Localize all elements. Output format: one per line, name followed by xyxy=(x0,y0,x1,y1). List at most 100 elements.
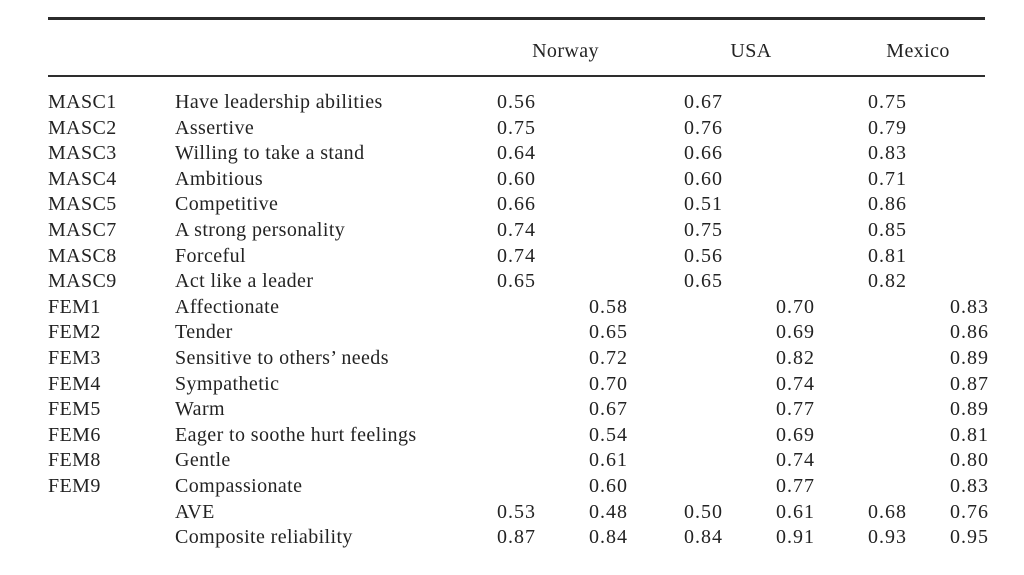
row-code: MASC2 xyxy=(48,116,117,139)
row-value: 0.67 xyxy=(589,398,628,421)
row-value xyxy=(582,244,677,270)
row-code: MASC9 xyxy=(48,270,117,293)
row-code xyxy=(48,525,175,551)
factor-loadings-table: Norway USA Mexico MASC1 Have leadership a… xyxy=(48,17,990,551)
row-value xyxy=(490,372,582,398)
row-code: FEM3 xyxy=(48,346,101,369)
row-value: 0.60 xyxy=(497,167,536,190)
row-value: 0.74 xyxy=(497,244,536,267)
row-value: 0.65 xyxy=(589,321,628,344)
row-value xyxy=(861,448,943,474)
row-item: Affectionate xyxy=(175,295,280,318)
row-value xyxy=(943,116,985,142)
row-item: Composite reliability xyxy=(175,526,353,549)
row-value: 0.70 xyxy=(776,295,816,318)
row-value xyxy=(769,218,861,244)
row-value: 0.64 xyxy=(497,142,536,165)
row-value xyxy=(490,423,582,449)
row-code: FEM9 xyxy=(48,474,101,497)
row-code: FEM5 xyxy=(48,398,101,421)
row-item: Have leadership abilities xyxy=(175,91,383,113)
row-value: 0.65 xyxy=(497,270,536,293)
row-value: 0.91 xyxy=(776,526,816,549)
row-value: 0.54 xyxy=(589,423,628,446)
row-value xyxy=(582,76,677,116)
row-code: MASC7 xyxy=(48,218,117,241)
row-value xyxy=(490,397,582,423)
row-value xyxy=(490,448,582,474)
row-code: MASC4 xyxy=(48,167,117,190)
row-value xyxy=(943,167,985,193)
table-row: Composite reliability 0.87 0.84 0.84 0.91 0.9… xyxy=(48,525,990,551)
row-value xyxy=(490,474,582,500)
row-value: 0.89 xyxy=(950,398,990,421)
row-code: MASC5 xyxy=(48,193,117,216)
column-group-norway: Norway xyxy=(490,18,678,77)
row-value: 0.69 xyxy=(776,321,816,344)
table-row: MASC2 Assertive 0.75 0.76 0.79 xyxy=(48,116,985,142)
row-value: 0.68 xyxy=(868,500,908,523)
row-item: AVE xyxy=(175,500,215,523)
row-value: 0.95 xyxy=(950,526,990,549)
row-code: MASC3 xyxy=(48,142,117,165)
row-value: 0.75 xyxy=(684,218,724,241)
row-item: Warm xyxy=(175,398,225,421)
row-value: 0.77 xyxy=(776,474,816,497)
row-value: 0.82 xyxy=(776,346,816,369)
row-value: 0.61 xyxy=(589,449,628,472)
row-value xyxy=(769,244,861,270)
row-code: MASC8 xyxy=(48,244,117,267)
row-value xyxy=(861,295,943,321)
row-value xyxy=(677,448,769,474)
row-item: Compassionate xyxy=(175,474,303,497)
row-value xyxy=(582,141,677,167)
row-code: FEM2 xyxy=(48,321,101,344)
row-value xyxy=(861,423,943,449)
row-value: 0.85 xyxy=(868,218,908,241)
table-row: FEM3 Sensitive to others’ needs 0.72 0.82 0.… xyxy=(48,346,988,372)
header-spacer-code xyxy=(48,18,175,77)
row-value: 0.75 xyxy=(497,116,536,139)
row-code: FEM6 xyxy=(48,423,101,446)
row-value xyxy=(677,372,769,398)
table-row: MASC8 Forceful 0.74 0.56 0.81 xyxy=(48,244,985,270)
table-row: FEM9 Compassionate 0.60 0.77 0.83 xyxy=(48,474,990,500)
row-value: 0.84 xyxy=(589,526,628,549)
row-value: 0.60 xyxy=(684,167,724,190)
row-value xyxy=(943,192,985,218)
row-value: 0.60 xyxy=(589,474,628,497)
row-code: FEM1 xyxy=(48,295,101,318)
row-value xyxy=(677,320,769,346)
row-value: 0.65 xyxy=(684,270,724,293)
row-value xyxy=(677,474,769,500)
row-value xyxy=(943,76,985,116)
row-item: Willing to take a stand xyxy=(175,142,365,165)
row-value: 0.53 xyxy=(497,500,536,523)
row-value: 0.76 xyxy=(684,116,724,139)
row-value xyxy=(861,372,943,398)
row-value: 0.93 xyxy=(868,526,908,549)
row-value: 0.56 xyxy=(497,91,536,113)
row-value: 0.83 xyxy=(950,474,990,497)
row-value: 0.72 xyxy=(589,346,628,369)
row-value: 0.48 xyxy=(589,500,628,523)
header-row: Norway USA Mexico xyxy=(48,18,986,77)
row-value: 0.79 xyxy=(868,116,908,139)
row-value xyxy=(769,76,861,116)
table-row: MASC7 A strong personality 0.74 0.75 0.85 xyxy=(48,218,985,244)
table-row: FEM6 Eager to soothe hurt feelings 0.54 0.6… xyxy=(48,423,990,449)
row-item: Eager to soothe hurt feelings xyxy=(175,423,417,446)
table-row: MASC1 Have leadership abilities 0.56 0.67 0.… xyxy=(48,76,985,116)
row-value: 0.77 xyxy=(776,398,816,421)
table-row: FEM4 Sympathetic 0.70 0.74 0.87 xyxy=(48,372,988,398)
row-value: 0.66 xyxy=(684,142,724,165)
row-item: Assertive xyxy=(175,116,255,139)
row-item: Sensitive to others’ needs xyxy=(175,346,389,369)
row-value xyxy=(943,244,985,270)
row-item: Gentle xyxy=(175,449,231,472)
row-value xyxy=(861,474,943,500)
row-value: 0.81 xyxy=(950,423,990,446)
table-row: AVE 0.53 0.48 0.50 0.61 0.68 0.76 xyxy=(48,500,988,526)
row-value: 0.69 xyxy=(776,423,816,446)
row-value xyxy=(943,141,985,167)
